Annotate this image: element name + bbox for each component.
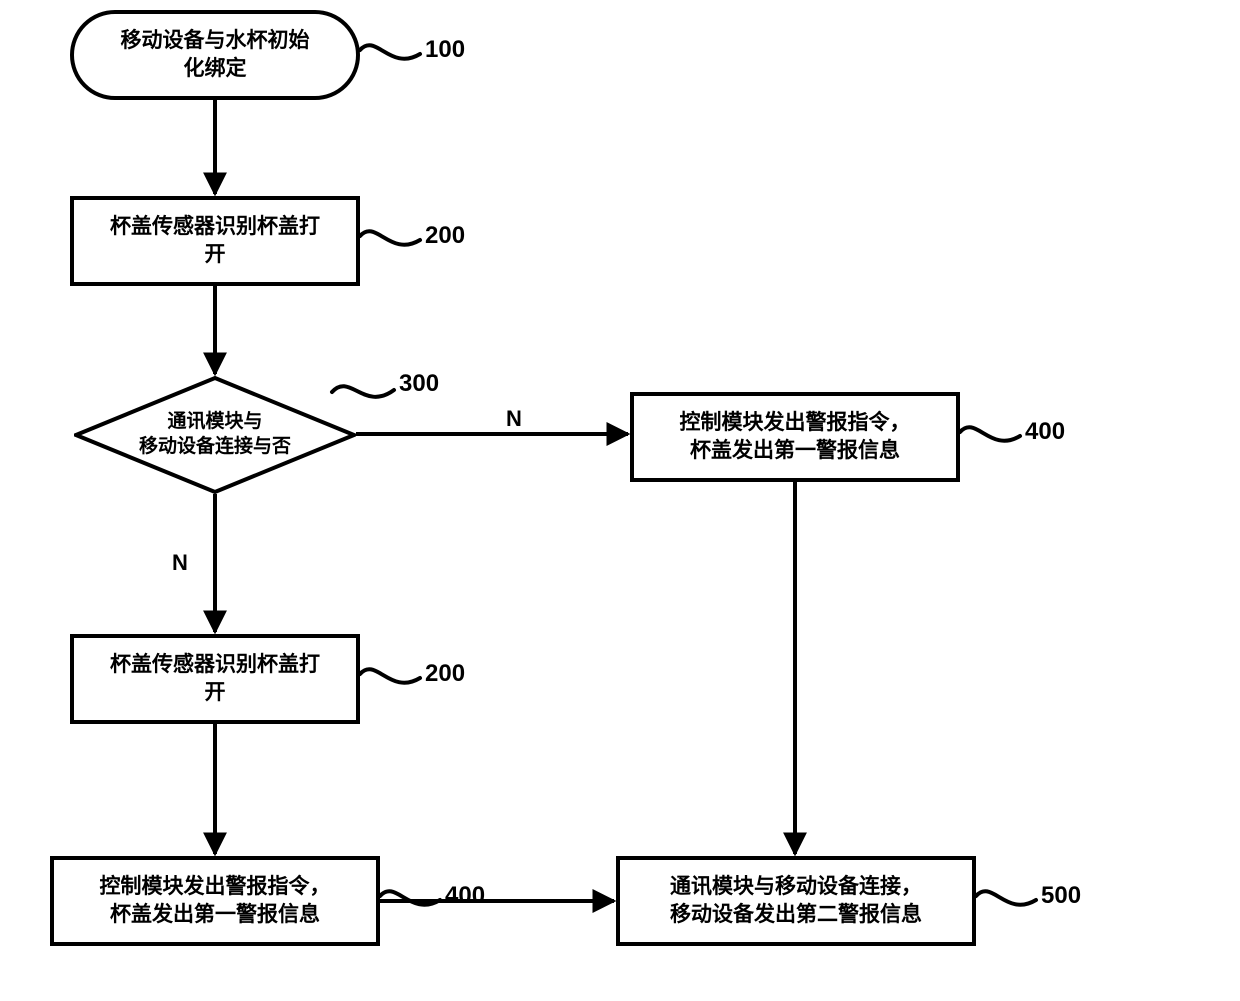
node-terminator-100: 移动设备与水杯初始化绑定 [70,10,360,100]
node-process-500: 通讯模块与移动设备连接，移动设备发出第二警报信息 [616,856,976,946]
node-process-400-right: 控制模块发出警报指令，杯盖发出第一警报信息 [630,392,960,482]
leader-500 [976,891,1036,905]
edge-label-n-down: N [172,550,188,576]
connectors-layer [0,0,1240,1001]
node-text: 通讯模块与移动设备连接与否 [139,410,291,459]
ref-label-100: 100 [425,36,465,64]
node-text: 通讯模块与移动设备连接，移动设备发出第二警报信息 [670,873,922,930]
ref-label-200-bottom: 200 [425,660,465,688]
node-text: 移动设备与水杯初始化绑定 [121,27,310,84]
node-text: 杯盖传感器识别杯盖打开 [110,213,320,270]
node-text: 杯盖传感器识别杯盖打开 [110,651,320,708]
leader-100 [360,45,420,59]
node-process-200-bottom: 杯盖传感器识别杯盖打开 [70,634,360,724]
node-text: 控制模块发出警报指令，杯盖发出第一警报信息 [100,873,331,930]
leader-400r [960,427,1020,441]
edge-label-n-right: N [506,406,522,432]
ref-label-500: 500 [1041,882,1081,910]
ref-label-400-right: 400 [1025,418,1065,446]
flowchart-canvas: 移动设备与水杯初始化绑定 杯盖传感器识别杯盖打开 通讯模块与移动设备连接与否 控… [0,0,1240,1001]
ref-label-400-left: 400 [445,882,485,910]
node-process-200-top: 杯盖传感器识别杯盖打开 [70,196,360,286]
leader-400l [380,891,440,905]
ref-label-300: 300 [399,370,439,398]
node-text: 控制模块发出警报指令，杯盖发出第一警报信息 [680,409,911,466]
node-process-400-left: 控制模块发出警报指令，杯盖发出第一警报信息 [50,856,380,946]
ref-label-200-top: 200 [425,222,465,250]
node-decision-300: 通讯模块与移动设备连接与否 [74,376,356,494]
leader-200b [360,669,420,683]
leader-200a [360,231,420,245]
